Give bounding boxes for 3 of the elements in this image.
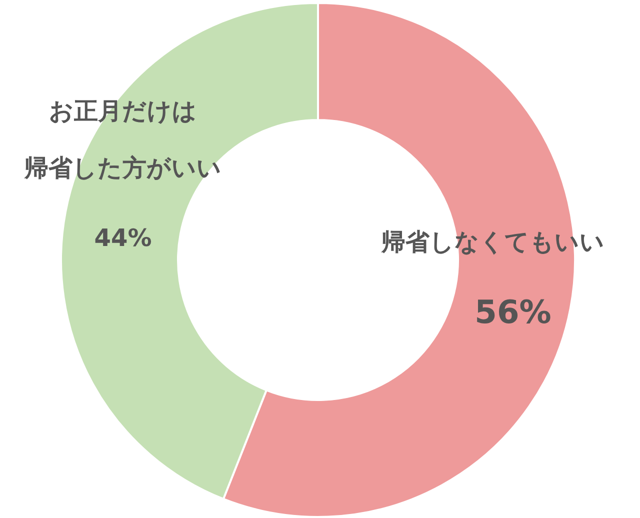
category-label: お正月だけは帰省した方がいい bbox=[24, 96, 222, 182]
data-label: 44% bbox=[94, 224, 152, 252]
data-label: 56% bbox=[474, 293, 552, 332]
